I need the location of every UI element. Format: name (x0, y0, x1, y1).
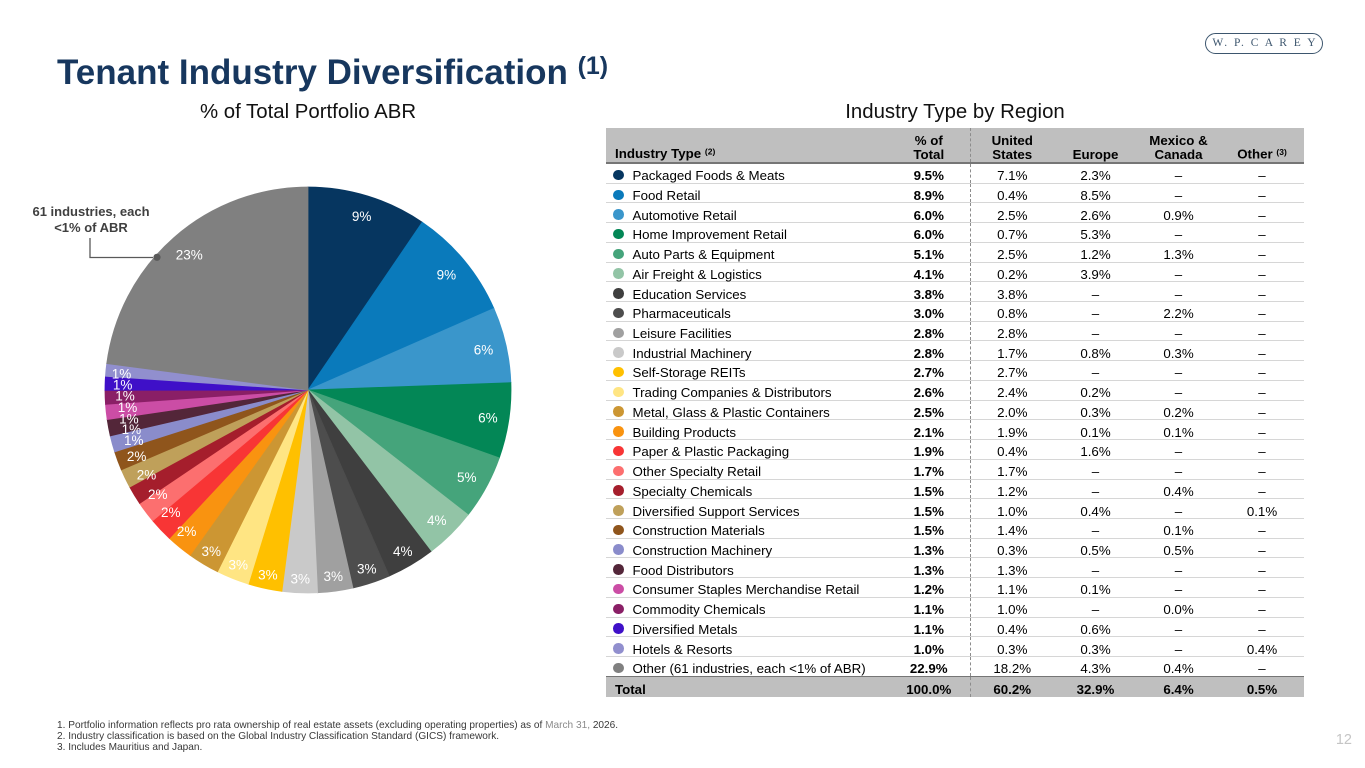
svg-text:1%: 1% (124, 433, 144, 448)
svg-text:1%: 1% (118, 400, 138, 415)
svg-text:1%: 1% (115, 389, 135, 404)
svg-text:3%: 3% (258, 568, 278, 583)
svg-text:2%: 2% (127, 449, 147, 464)
svg-text:9%: 9% (437, 268, 457, 283)
svg-text:3%: 3% (228, 557, 248, 572)
svg-text:4%: 4% (427, 513, 447, 528)
svg-text:2%: 2% (148, 487, 168, 502)
svg-text:1%: 1% (112, 366, 132, 381)
svg-text:1%: 1% (119, 412, 139, 427)
svg-text:2%: 2% (137, 468, 157, 483)
svg-text:3%: 3% (324, 569, 344, 584)
svg-text:2%: 2% (177, 524, 197, 539)
svg-text:3%: 3% (201, 544, 221, 559)
svg-text:3%: 3% (357, 561, 377, 576)
svg-text:9%: 9% (352, 209, 372, 224)
svg-text:5%: 5% (457, 470, 477, 485)
svg-text:2%: 2% (161, 505, 181, 520)
svg-text:6%: 6% (474, 343, 494, 358)
svg-text:4%: 4% (393, 544, 413, 559)
svg-text:1%: 1% (122, 422, 142, 437)
svg-text:23%: 23% (176, 248, 203, 263)
svg-text:1%: 1% (113, 378, 133, 393)
svg-text:6%: 6% (478, 411, 498, 426)
svg-text:3%: 3% (291, 572, 311, 587)
